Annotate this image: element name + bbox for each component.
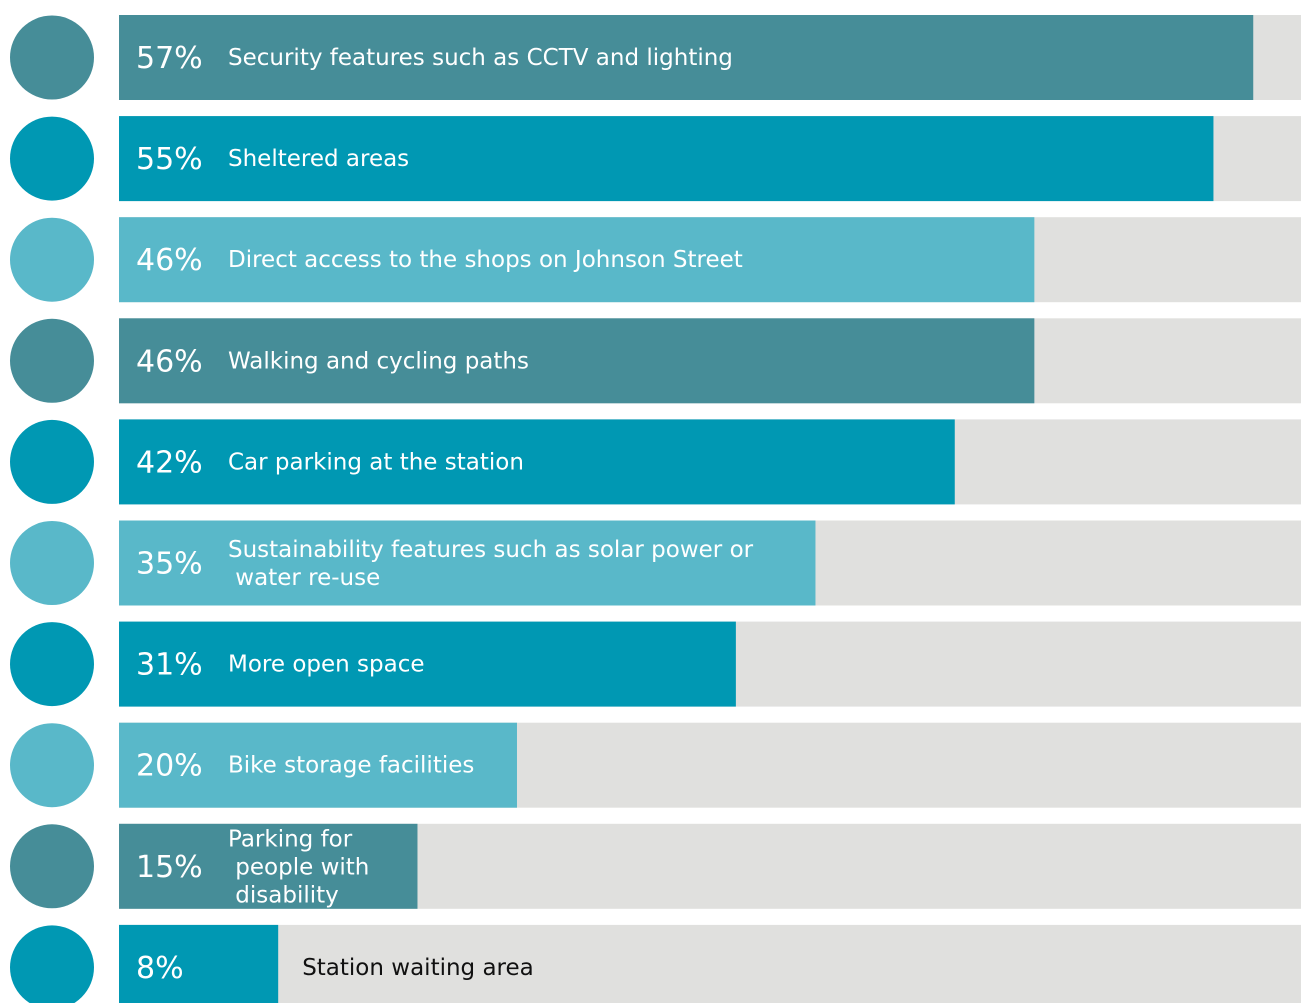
bar [119, 823, 418, 909]
category-label-line: Parking for [228, 826, 353, 852]
value-label: 42% [136, 445, 203, 480]
value-label: 55% [136, 142, 203, 177]
row-icon [10, 723, 94, 808]
bar [119, 217, 1035, 303]
category-label: Direct access to the shops on Johnson St… [228, 247, 743, 273]
value-label: 46% [136, 243, 203, 278]
row-icon [10, 824, 94, 909]
category-label: More open space [228, 652, 425, 678]
category-label: Parking for people with disability [228, 826, 369, 908]
category-label: Sustainability features such as solar po… [228, 537, 754, 591]
bar [119, 116, 1214, 202]
bar [119, 621, 736, 707]
value-label: 35% [136, 547, 203, 582]
category-label: Bike storage facilities [228, 753, 474, 779]
value-label: 57% [136, 41, 203, 76]
category-label: Security features such as CCTV and light… [228, 45, 733, 71]
value-label: 8% [136, 951, 184, 986]
category-label: Sheltered areas [228, 146, 409, 172]
value-label: 31% [136, 648, 203, 683]
category-label-line: disability [228, 882, 339, 908]
row-icon [10, 925, 94, 1003]
bar-background [119, 924, 1301, 1003]
bar [119, 318, 1035, 404]
category-label-line: people with [228, 854, 369, 880]
row-icon [10, 217, 94, 302]
row-icon [10, 15, 94, 100]
bar [119, 419, 955, 505]
value-label: 15% [136, 850, 203, 885]
row-icon [10, 419, 94, 504]
category-label: Car parking at the station [228, 449, 524, 475]
category-label-line: Sustainability features such as solar po… [228, 537, 754, 563]
category-label: Walking and cycling paths [228, 348, 529, 374]
bar [119, 924, 279, 1003]
bar [119, 722, 517, 808]
value-label: 46% [136, 344, 203, 379]
row-icon [10, 622, 94, 707]
bar [119, 15, 1254, 100]
bar [119, 520, 816, 606]
row-icon [10, 521, 94, 605]
category-label-line: water re-use [228, 565, 380, 591]
row-icon [10, 318, 94, 403]
value-label: 20% [136, 749, 203, 784]
row-icon [10, 116, 94, 201]
category-label: Station waiting area [302, 955, 534, 981]
